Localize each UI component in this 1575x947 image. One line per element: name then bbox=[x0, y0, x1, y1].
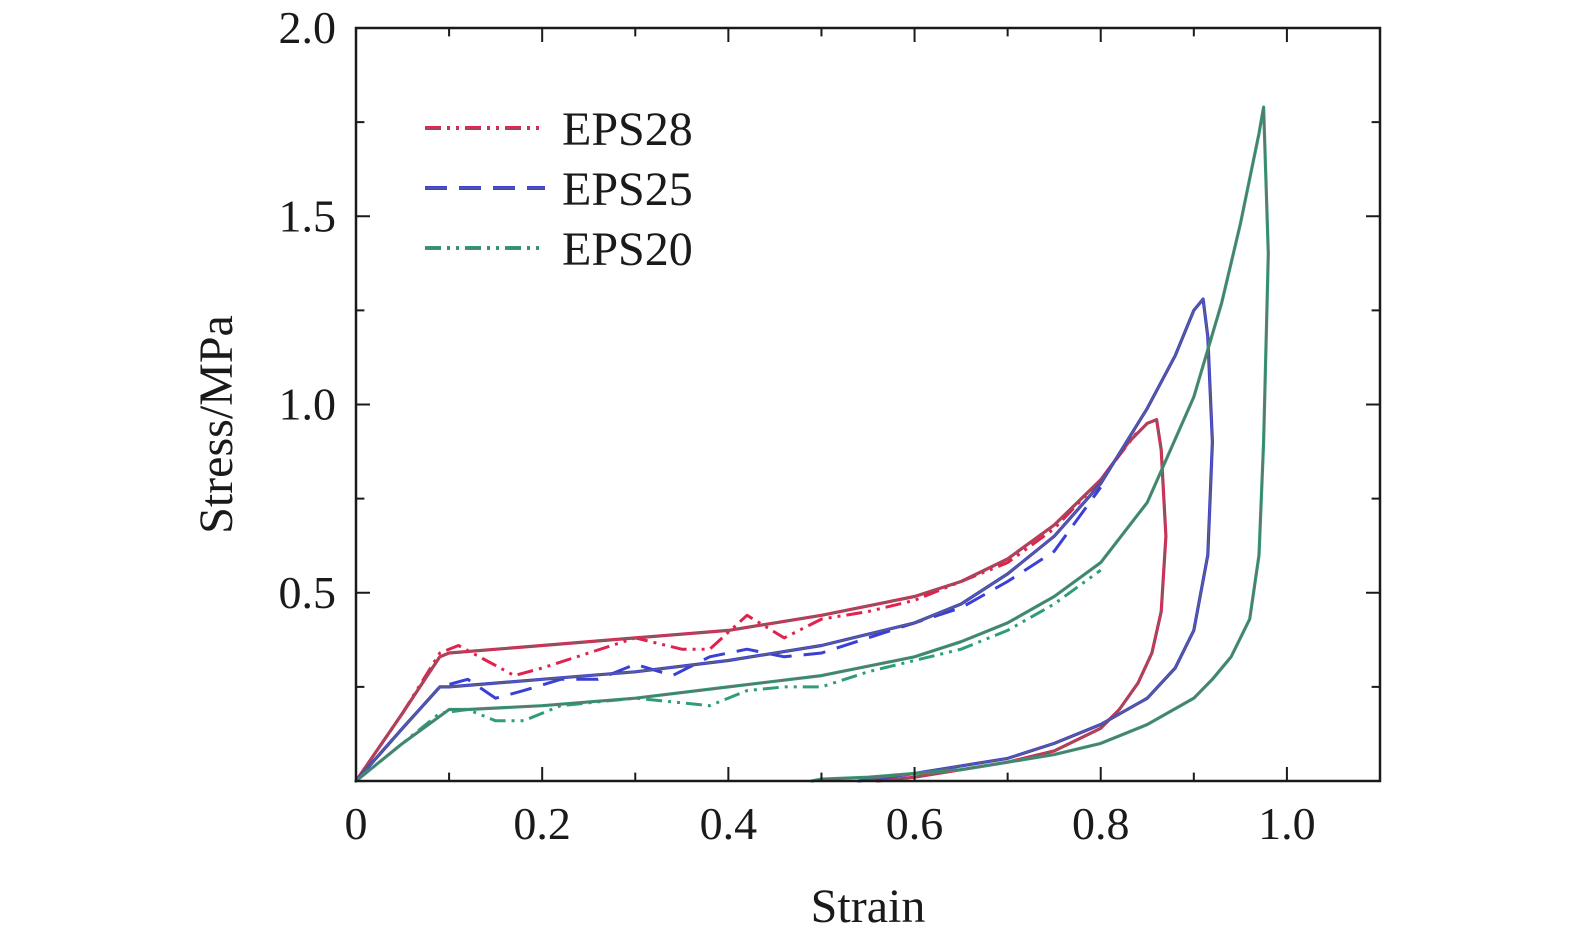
x-tick-label: 0.2 bbox=[513, 798, 571, 849]
series-model-overlay bbox=[355, 298, 1214, 782]
x-tick-labels: 0 0.2 0.4 0.6 0.8 1.0 bbox=[345, 798, 1316, 849]
x-tick-label: 0.8 bbox=[1072, 798, 1130, 849]
x-tick-label: 0 bbox=[345, 798, 368, 849]
legend-label: EPS28 bbox=[562, 103, 693, 156]
legend-label: EPS20 bbox=[562, 223, 693, 276]
ticks-layer bbox=[355, 27, 1381, 782]
y-tick-label: 0.5 bbox=[279, 567, 337, 618]
series-2 bbox=[354, 105, 1270, 783]
series-layer bbox=[354, 105, 1270, 783]
series-1 bbox=[354, 297, 1214, 783]
legend: EPS28 EPS25 EPS20 bbox=[425, 103, 693, 276]
series-0 bbox=[354, 418, 1168, 783]
y-axis-label: Stress/MPa bbox=[190, 315, 243, 534]
x-tick-label: 0.6 bbox=[886, 798, 944, 849]
series-model-overlay bbox=[355, 418, 1167, 782]
y-tick-labels: 0.5 1.0 1.5 2.0 bbox=[279, 2, 337, 618]
y-tick-label: 1.5 bbox=[279, 190, 337, 241]
y-tick-label: 1.0 bbox=[279, 379, 337, 430]
x-tick-label: 0.4 bbox=[700, 798, 758, 849]
series-model-overlay bbox=[355, 106, 1270, 782]
x-axis-label: Strain bbox=[811, 880, 926, 933]
series-model-line bbox=[354, 105, 1270, 783]
y-tick-label: 2.0 bbox=[279, 2, 337, 53]
legend-label: EPS25 bbox=[562, 163, 693, 216]
plot-frame bbox=[354, 26, 1382, 783]
series-experimental-line bbox=[355, 568, 1102, 783]
series-experimental-line bbox=[354, 429, 1140, 782]
x-tick-label: 1.0 bbox=[1258, 798, 1316, 849]
